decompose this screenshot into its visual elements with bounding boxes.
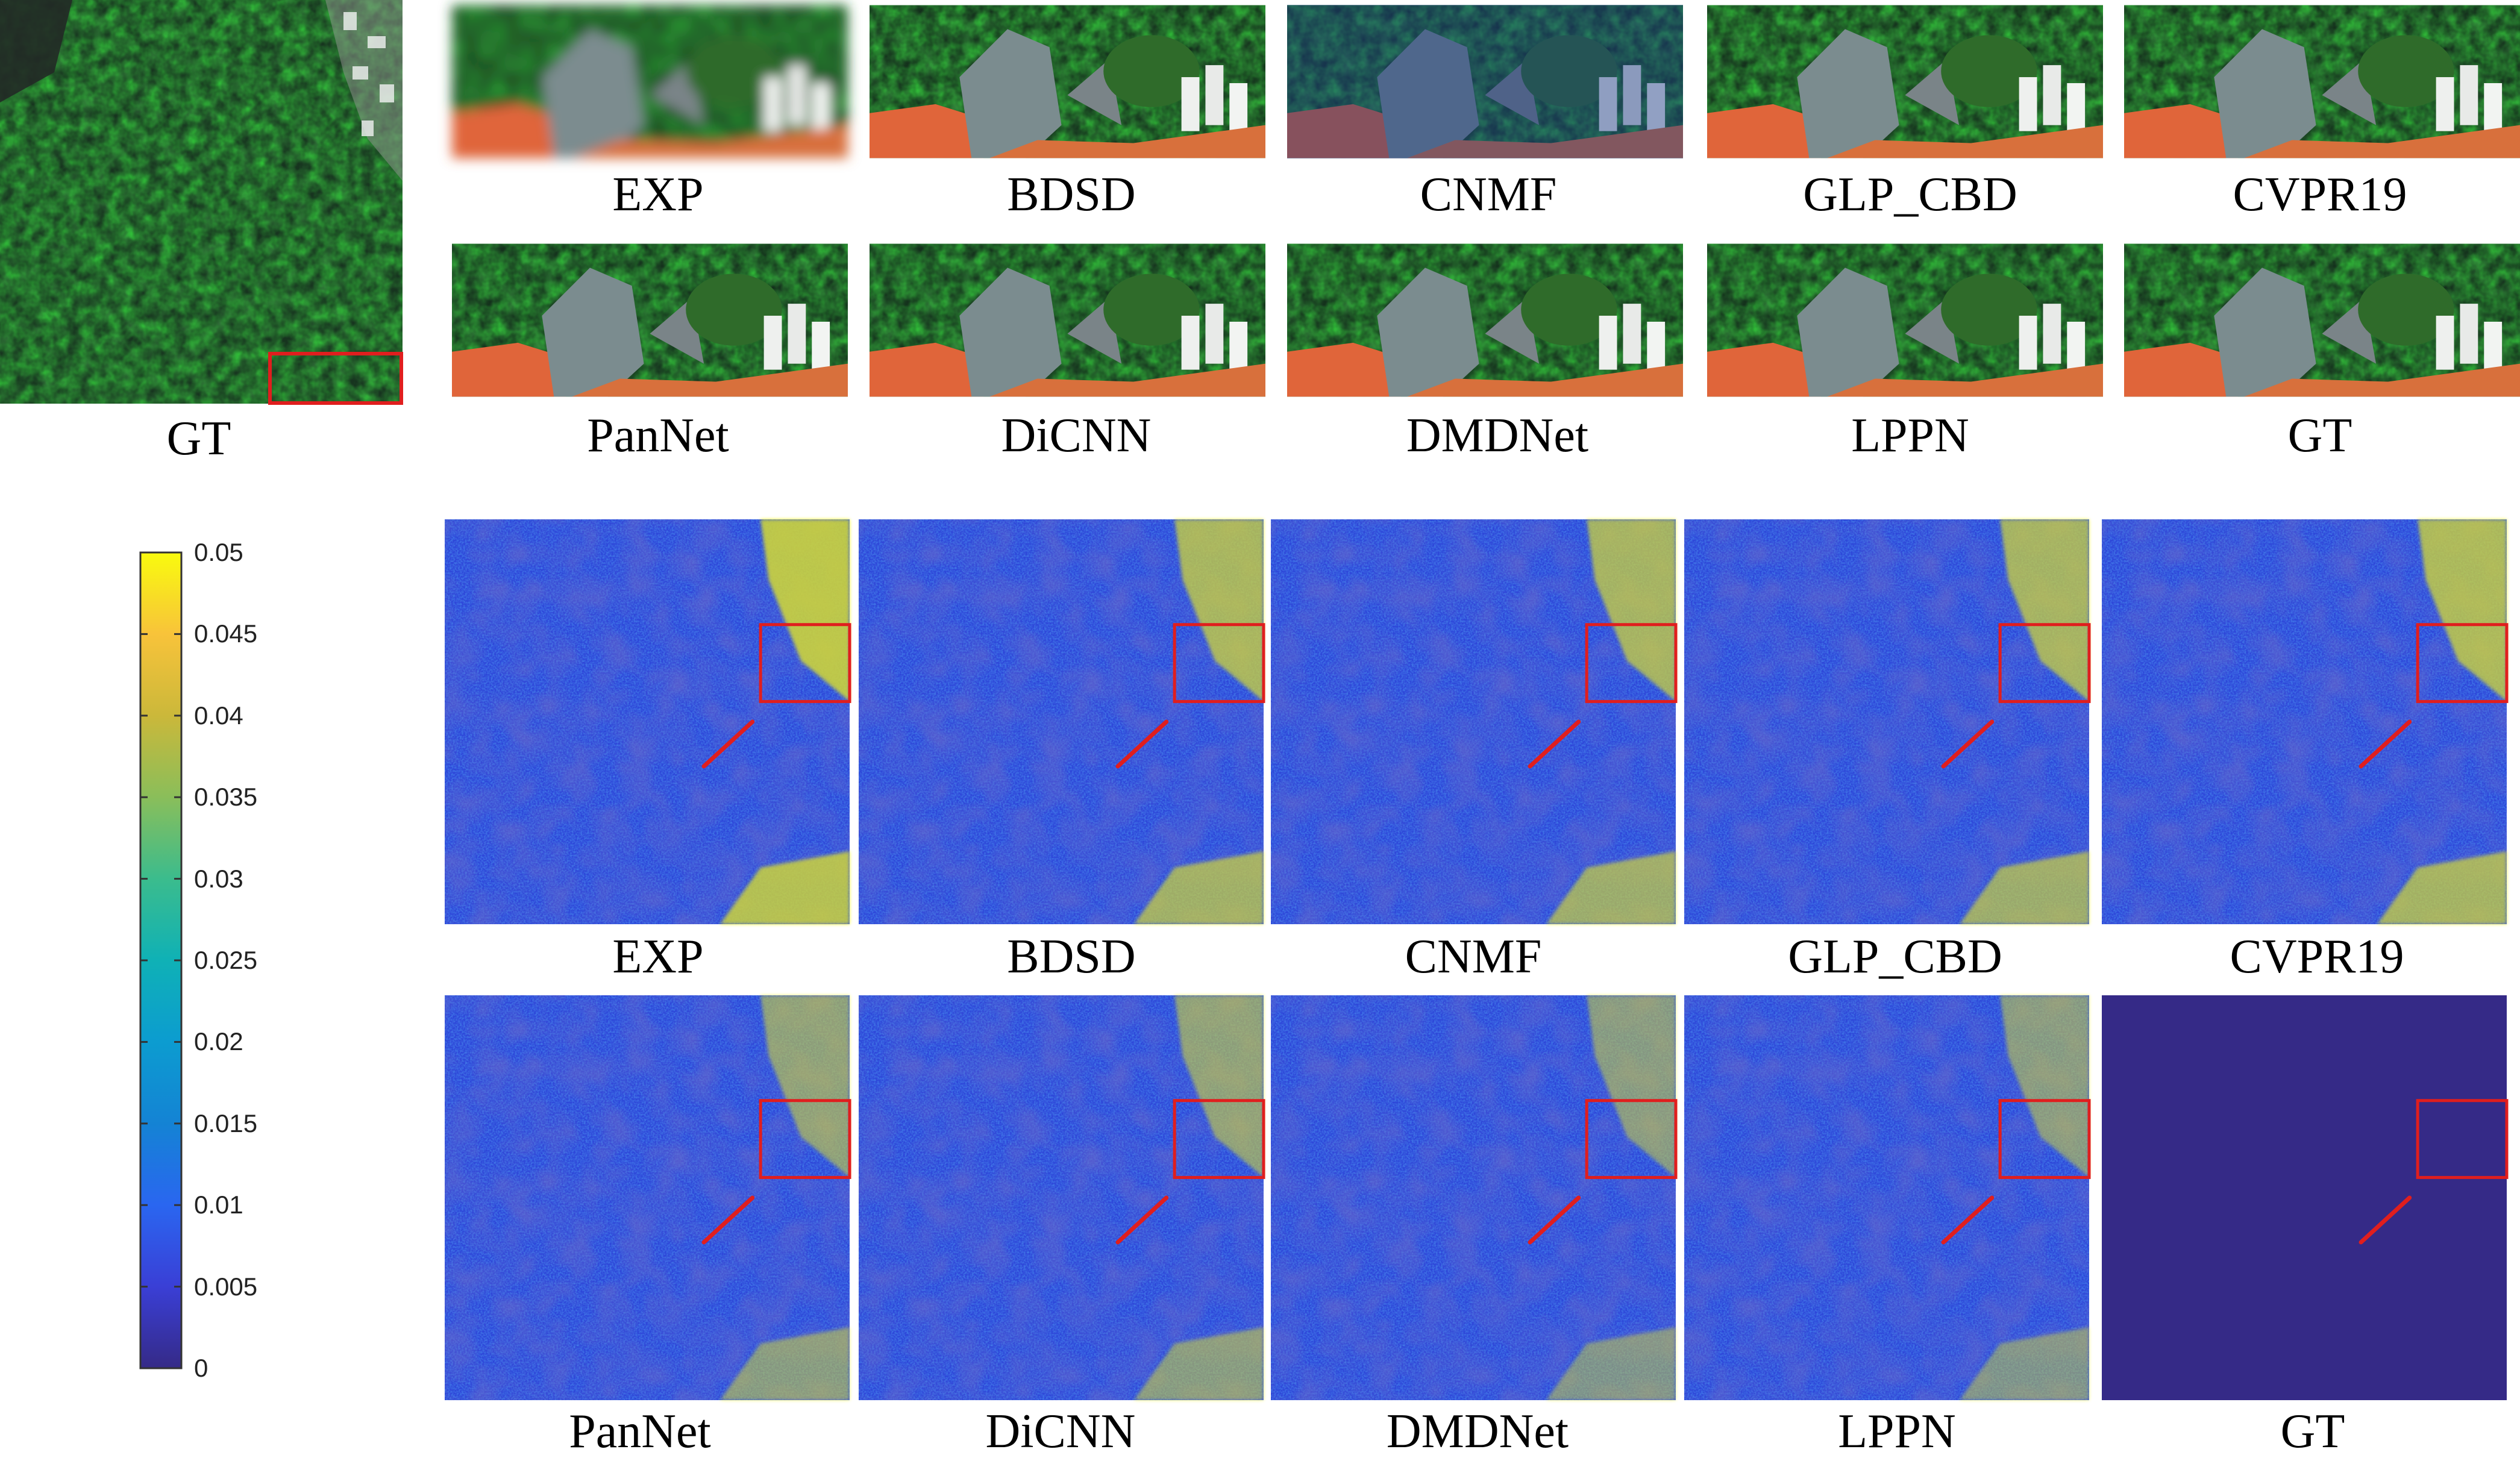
overview-gt-image — [0, 0, 403, 405]
crop-caption-bdsd: BDSD — [1007, 168, 1136, 221]
colorbar-tick-label: 0 — [194, 1354, 208, 1382]
colorbar-tick-label: 0.045 — [194, 619, 258, 648]
error-highlight-box — [1173, 1099, 1265, 1179]
error-highlight-box — [1173, 623, 1265, 703]
error-arrow — [2359, 719, 2412, 769]
error-highlight-box — [2416, 1099, 2509, 1179]
error-map-cnmf — [1271, 519, 1678, 924]
error-highlight-box — [759, 623, 851, 703]
crop-caption-glp-cbd: GLP_CBD — [1803, 168, 2017, 221]
error-maps — [445, 519, 2509, 1400]
error-arrow — [701, 1195, 755, 1245]
error-map-dicnn — [859, 995, 1265, 1400]
crop-thumbnails — [452, 5, 2520, 396]
err-caption-cnmf: CNMF — [1405, 930, 1542, 983]
colorbar-ticks — [140, 551, 181, 1369]
crop-thumbnail-gt — [2124, 244, 2520, 397]
error-arrow — [1941, 719, 1995, 769]
err-caption-glp-cbd: GLP_CBD — [1788, 930, 2002, 983]
err-caption-dmdnet: DMDNet — [1386, 1405, 1569, 1458]
crop-thumbnail-lppn — [1707, 244, 2103, 397]
err-caption-dicnn: DiCNN — [985, 1405, 1136, 1458]
error-arrow — [1115, 1195, 1169, 1245]
error-arrow — [701, 719, 755, 769]
crop-caption-pannet: PanNet — [587, 409, 729, 462]
crop-thumbnail-glp-cbd — [1707, 5, 2103, 158]
crop-caption-lppn: LPPN — [1851, 409, 1969, 462]
overview-caption: GT — [166, 412, 231, 465]
error-map-cvpr19 — [2102, 519, 2509, 924]
colorbar-tick-label: 0.025 — [194, 946, 258, 974]
err-caption-lppn: LPPN — [1838, 1405, 1956, 1458]
error-highlight-box — [1998, 1099, 2091, 1179]
colorbar-tick-label: 0.01 — [194, 1190, 243, 1219]
crop-thumbnail-dicnn — [870, 244, 1265, 397]
error-highlight-box — [1998, 623, 2091, 703]
error-map-exp — [445, 519, 851, 924]
error-arrow — [1528, 719, 1581, 769]
err-caption-cvpr19: CVPR19 — [2230, 930, 2404, 983]
colorbar-tick-label: 0.04 — [194, 701, 243, 730]
err-caption-pannet: PanNet — [569, 1405, 711, 1458]
error-highlight-box — [759, 1099, 851, 1179]
crop-caption-cvpr19: CVPR19 — [2233, 168, 2407, 221]
error-arrow — [2359, 1195, 2412, 1245]
error-arrow — [1115, 719, 1169, 769]
error-map-gt — [2102, 995, 2509, 1400]
error-map-bdsd — [859, 519, 1265, 924]
colorbar-tick-label: 0.015 — [194, 1109, 258, 1137]
crop-thumbnail-dmdnet — [1287, 244, 1683, 397]
crop-caption-dicnn: DiCNN — [1001, 409, 1152, 462]
colorbar — [139, 551, 183, 1369]
error-highlight-box — [1585, 623, 1678, 703]
colorbar-tick-label: 0.005 — [194, 1272, 258, 1301]
error-highlight-box — [1585, 1099, 1678, 1179]
error-highlight-box — [2416, 623, 2509, 703]
err-caption-gt: GT — [2280, 1405, 2345, 1458]
error-map-glp-cbd — [1684, 519, 2091, 924]
crop-thumbnail-pannet — [452, 244, 848, 397]
colorbar-tick-label: 0.05 — [194, 538, 243, 566]
err-caption-bdsd: BDSD — [1007, 930, 1136, 983]
colorbar-tick-label: 0.02 — [194, 1027, 243, 1056]
crop-thumbnail-bdsd — [870, 5, 1265, 158]
colorbar-tick-label: 0.035 — [194, 783, 258, 812]
crop-caption-exp: EXP — [612, 168, 704, 221]
colorbar-tick-label: 0.03 — [194, 864, 243, 893]
error-map-dmdnet — [1271, 995, 1678, 1400]
overview-highlight-box — [268, 352, 403, 405]
crop-thumbnail-cvpr19 — [2124, 5, 2520, 158]
error-map-lppn — [1684, 995, 2091, 1400]
crop-caption-dmdnet: DMDNet — [1406, 409, 1589, 462]
error-map-pannet — [445, 995, 851, 1400]
crop-caption-gt: GT — [2287, 409, 2352, 462]
err-caption-exp: EXP — [612, 930, 704, 983]
error-arrow — [1941, 1195, 1995, 1245]
crop-thumbnail-cnmf — [1287, 5, 1683, 158]
crop-caption-cnmf: CNMF — [1420, 168, 1557, 221]
error-arrow — [1528, 1195, 1581, 1245]
crop-thumbnail-exp — [452, 5, 848, 158]
